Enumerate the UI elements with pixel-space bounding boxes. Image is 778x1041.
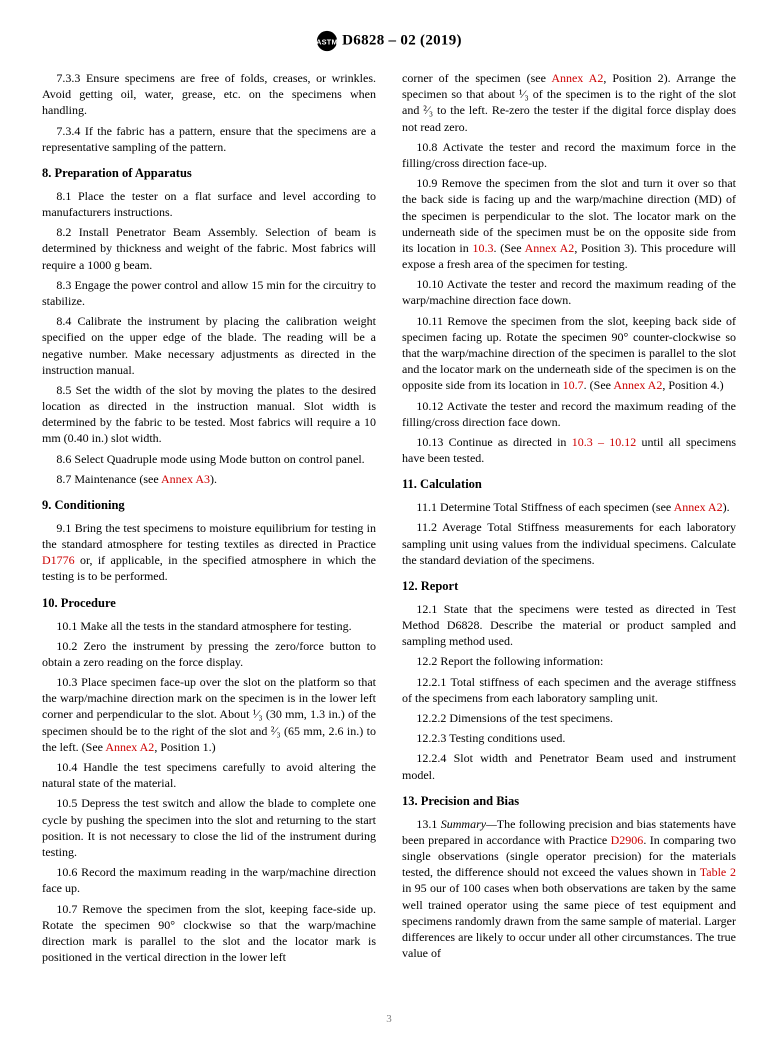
para-10-13: 10.13 Continue as directed in 10.3 – 10.… [402, 434, 736, 466]
text-span: corner of the specimen (see [402, 71, 551, 85]
para-8-7: 8.7 Maintenance (see Annex A3). [42, 471, 376, 487]
two-column-body: 7.3.3 Ensure specimens are free of folds… [42, 70, 736, 969]
para-10-10: 10.10 Activate the tester and record the… [402, 276, 736, 308]
para-12-2-1: 12.2.1 Total stiffness of each specimen … [402, 674, 736, 706]
para-11-2: 11.2 Average Total Stiffness measurement… [402, 519, 736, 568]
para-7-3-3: 7.3.3 Ensure specimens are free of folds… [42, 70, 376, 119]
text-span: , Position 4.) [662, 378, 723, 392]
text-span: . (See [493, 241, 524, 255]
text-span: ). [210, 472, 217, 486]
para-12-2-4: 12.2.4 Slot width and Penetrator Beam us… [402, 750, 736, 782]
para-8-4: 8.4 Calibrate the instrument by placing … [42, 313, 376, 378]
para-10-3: 10.3 Place specimen face-up over the slo… [42, 674, 376, 755]
para-10-9: 10.9 Remove the specimen from the slot a… [402, 175, 736, 272]
text-span: ). [723, 500, 730, 514]
para-10-11: 10.11 Remove the specimen from the slot,… [402, 313, 736, 394]
annex-a2-link-3[interactable]: Annex A2 [525, 241, 575, 255]
text-span: 11.1 Determine Total Stiffness of each s… [416, 500, 673, 514]
document-page: ASTM D6828 – 02 (2019) 7.3.3 Ensure spec… [0, 0, 778, 1041]
annex-a2-link-4[interactable]: Annex A2 [613, 378, 662, 392]
section-12-heading: 12. Report [402, 578, 736, 595]
ref-10-3-link[interactable]: 10.3 [472, 241, 493, 255]
text-span: or, if applicable, in the specified atmo… [42, 553, 376, 583]
section-11-heading: 11. Calculation [402, 476, 736, 493]
page-header: ASTM D6828 – 02 (2019) [42, 30, 736, 52]
text-span: 8.7 Maintenance (see [56, 472, 161, 486]
para-8-3: 8.3 Engage the power control and allow 1… [42, 277, 376, 309]
annex-a2-link-2[interactable]: Annex A2 [551, 71, 603, 85]
d1776-link[interactable]: D1776 [42, 553, 75, 567]
para-11-1: 11.1 Determine Total Stiffness of each s… [402, 499, 736, 515]
para-9-1: 9.1 Bring the test specimens to moisture… [42, 520, 376, 585]
section-9-heading: 9. Conditioning [42, 497, 376, 514]
ref-10-3-10-12-link[interactable]: 10.3 – 10.12 [572, 435, 637, 449]
para-8-5: 8.5 Set the width of the slot by moving … [42, 382, 376, 447]
annex-a2-link-5[interactable]: Annex A2 [674, 500, 723, 514]
para-10-1: 10.1 Make all the tests in the standard … [42, 618, 376, 634]
ref-10-7-link[interactable]: 10.7 [563, 378, 584, 392]
para-7-3-4: 7.3.4 If the fabric has a pattern, ensur… [42, 123, 376, 155]
section-13-heading: 13. Precision and Bias [402, 793, 736, 810]
para-10-5: 10.5 Depress the test switch and allow t… [42, 795, 376, 860]
para-10-2: 10.2 Zero the instrument by pressing the… [42, 638, 376, 670]
summary-label: Summary— [441, 817, 497, 831]
d2906-link[interactable]: D2906 [611, 833, 644, 847]
para-10-12: 10.12 Activate the tester and record the… [402, 398, 736, 430]
para-10-4: 10.4 Handle the test specimens carefully… [42, 759, 376, 791]
text-span: 10.13 Continue as directed in [416, 435, 571, 449]
para-13-1: 13.1 Summary—The following precision and… [402, 816, 736, 962]
para-8-6: 8.6 Select Quadruple mode using Mode but… [42, 451, 376, 467]
text-span: , Position 1.) [154, 740, 215, 754]
astm-logo-icon: ASTM [316, 30, 338, 52]
para-10-7: 10.7 Remove the specimen from the slot, … [42, 901, 376, 966]
para-12-2-2: 12.2.2 Dimensions of the test specimens. [402, 710, 736, 726]
para-8-1: 8.1 Place the tester on a flat surface a… [42, 188, 376, 220]
section-8-heading: 8. Preparation of Apparatus [42, 165, 376, 182]
para-10-7-cont: corner of the specimen (see Annex A2, Po… [402, 70, 736, 135]
para-12-2-3: 12.2.3 Testing conditions used. [402, 730, 736, 746]
annex-a2-link-1[interactable]: Annex A2 [105, 740, 154, 754]
para-10-8: 10.8 Activate the tester and record the … [402, 139, 736, 171]
page-footer: 3 [0, 1013, 778, 1025]
annex-a3-link[interactable]: Annex A3 [161, 472, 210, 486]
para-8-2: 8.2 Install Penetrator Beam Assembly. Se… [42, 224, 376, 273]
section-10-heading: 10. Procedure [42, 595, 376, 612]
para-12-2: 12.2 Report the following information: [402, 653, 736, 669]
text-span: in 95 our of 100 cases when both observa… [402, 881, 736, 960]
header-designation: D6828 – 02 (2019) [342, 32, 462, 48]
text-span: . (See [584, 378, 614, 392]
table-2-link[interactable]: Table 2 [700, 865, 736, 879]
para-10-6: 10.6 Record the maximum reading in the w… [42, 864, 376, 896]
text-span: 9.1 Bring the test specimens to moisture… [42, 521, 376, 551]
page-number: 3 [386, 1013, 392, 1025]
para-12-1: 12.1 State that the specimens were teste… [402, 601, 736, 650]
text-span: 13.1 [416, 817, 440, 831]
svg-text:ASTM: ASTM [316, 38, 338, 47]
